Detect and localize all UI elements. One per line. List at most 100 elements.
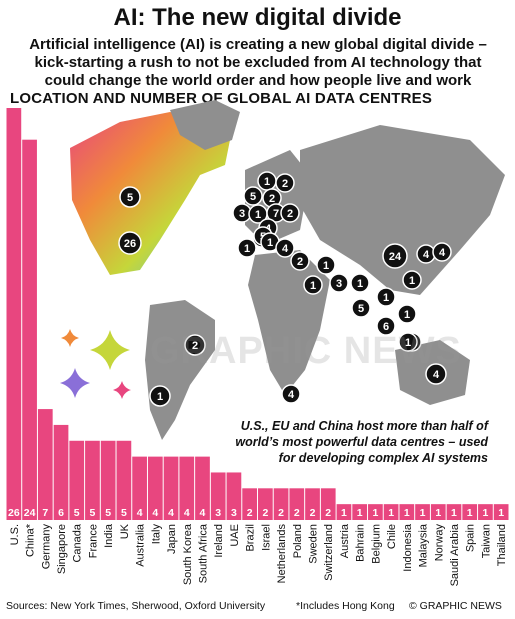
category-label: Chile (386, 524, 398, 549)
bar-value-label: 4 (168, 507, 174, 519)
category-label: Taiwan (480, 524, 492, 558)
map-marker: 1 (376, 287, 396, 307)
map-marker: 3 (232, 203, 252, 223)
map-marker: 1 (237, 238, 257, 258)
category-label: Thailand (496, 524, 508, 566)
bar (242, 488, 257, 520)
bar (305, 488, 320, 520)
map-marker: 4 (432, 242, 452, 262)
marker-count: 7 (273, 208, 279, 220)
map-marker: 1 (257, 171, 277, 191)
category-label: Netherlands (276, 524, 288, 584)
bar-value-label: 7 (42, 507, 48, 519)
credit: © GRAPHIC NEWS (409, 600, 502, 612)
bar (493, 504, 509, 520)
category-label: Norway (433, 524, 445, 562)
bar (179, 456, 195, 520)
category-label: Sweden (308, 524, 320, 564)
marker-count: 2 (192, 340, 198, 352)
bar-value-label: 3 (231, 507, 237, 519)
watermark: GRAPHIC NEWS (150, 330, 462, 372)
bar-value-label: 3 (215, 507, 221, 519)
map-marker: 24 (382, 243, 408, 269)
map-marker: 26 (118, 231, 142, 255)
bar (6, 108, 22, 520)
map-marker: 4 (416, 244, 436, 264)
map-marker: 1 (402, 270, 422, 290)
bar (368, 504, 383, 520)
map-marker: 1 (397, 304, 417, 324)
marker-count: 1 (383, 292, 389, 304)
bar-value-label: 5 (105, 507, 111, 519)
sparkle-icon (61, 329, 79, 347)
category-label: South Africa (197, 523, 209, 583)
category-label: Belgium (370, 524, 382, 564)
map-marker: 1 (398, 332, 418, 352)
map-marker: 1 (350, 273, 370, 293)
marker-count: 2 (297, 256, 303, 268)
bar (195, 456, 210, 520)
marker-count: 1 (267, 237, 273, 249)
marker-count: 1 (264, 176, 270, 188)
marker-count: 5 (127, 192, 133, 204)
marker-count: 2 (269, 193, 275, 205)
category-label: Germany (40, 524, 52, 570)
marker-count: 26 (124, 238, 136, 250)
bar (132, 456, 147, 520)
marker-count: 4 (288, 389, 295, 401)
marker-count: 5 (358, 303, 364, 315)
marker-count: 4 (439, 247, 446, 259)
bar-value-label: 1 (482, 507, 488, 519)
bar (85, 440, 100, 520)
bar-value-label: 4 (152, 507, 158, 519)
map-marker: 4 (425, 363, 447, 385)
marker-count: 3 (239, 208, 245, 220)
bar-value-label: 4 (200, 507, 206, 519)
bar-value-label: 2 (278, 507, 284, 519)
map-marker: 1 (149, 385, 171, 407)
bar-value-label: 1 (357, 507, 363, 519)
map-marker: 2 (290, 251, 310, 271)
category-label: Canada (72, 523, 84, 562)
bar (37, 409, 53, 520)
bar (415, 504, 430, 520)
sparkle-icon (90, 330, 130, 370)
bar (289, 488, 305, 520)
category-label: Indonesia (402, 523, 414, 572)
bar-value-label: 5 (74, 507, 80, 519)
bar (478, 504, 493, 520)
asia-shape (300, 125, 505, 295)
category-label: Switzerland (323, 524, 335, 581)
category-label: Bahrain (355, 524, 367, 562)
bar-value-label: 1 (404, 507, 410, 519)
category-label: UAE (229, 524, 241, 547)
bar (226, 472, 242, 520)
bar (147, 456, 163, 520)
bar-value-label: 2 (262, 507, 268, 519)
sources-note: Sources: New York Times, Sherwood, Oxfor… (6, 600, 266, 612)
bar (399, 504, 415, 520)
category-label: Malaysia (418, 523, 430, 567)
africa-shape (248, 250, 330, 395)
marker-count: 4 (423, 249, 430, 261)
category-label: South Korea (182, 523, 194, 585)
bar (336, 504, 352, 520)
map-marker: 2 (280, 203, 300, 223)
category-label: Australia (135, 523, 147, 567)
map-marker: 5 (243, 186, 263, 206)
marker-count: 24 (389, 251, 402, 263)
bar (462, 504, 478, 520)
bar-value-label: 5 (121, 507, 127, 519)
bar-value-label: 5 (90, 507, 96, 519)
category-label: China* (25, 523, 37, 557)
bar-value-label: 2 (325, 507, 331, 519)
map-marker: 2 (184, 334, 206, 356)
map-marker: 5 (119, 186, 141, 208)
bar-value-label: 24 (24, 507, 36, 519)
bar-value-label: 1 (341, 507, 347, 519)
bar-value-label: 2 (310, 507, 316, 519)
map-markers: 5262112523172425114211315244411161144 (118, 171, 452, 407)
north-america-shape (70, 112, 230, 275)
map-marker: 5 (351, 298, 371, 318)
section-title: LOCATION AND NUMBER OF GLOBAL AI DATA CE… (10, 90, 433, 107)
